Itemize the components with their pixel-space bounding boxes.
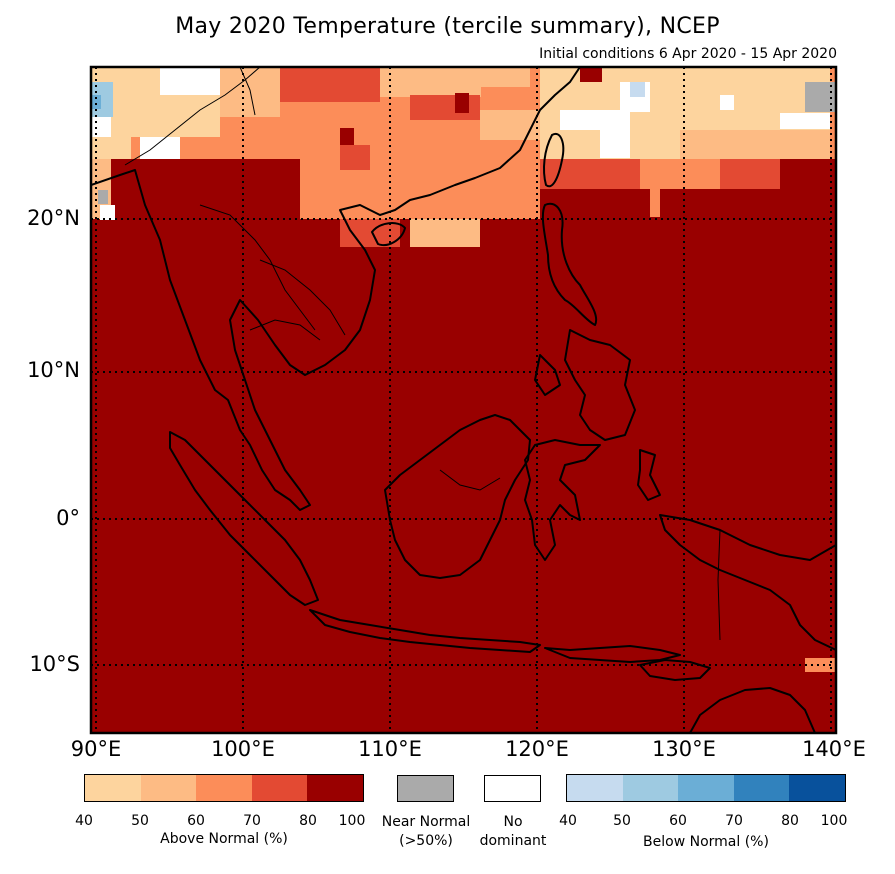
below-tick: 40 — [559, 813, 577, 829]
lat-label-10s: 10°S — [29, 652, 80, 676]
near-normal-caption-line2: (>50%) — [399, 833, 453, 849]
lon-label-120e: 120°E — [505, 737, 569, 761]
no-dominant-caption: No dominant — [470, 813, 556, 851]
below-normal-colorbar — [566, 774, 846, 802]
lon-label-140e: 140°E — [802, 737, 866, 761]
below-tick: 60 — [669, 813, 687, 829]
below-normal-swatch-0 — [567, 775, 623, 801]
no-dominant-caption-line2: dominant — [479, 833, 547, 849]
no-dominant-swatch — [484, 775, 541, 802]
above-tick: 80 — [299, 813, 317, 829]
above-normal-caption: Above Normal (%) — [160, 831, 288, 847]
lon-label-100e: 100°E — [211, 737, 275, 761]
above-tick: 40 — [75, 813, 93, 829]
near-normal-caption: Near Normal (>50%) — [372, 813, 480, 851]
map-title: May 2020 Temperature (tercile summary), … — [175, 14, 720, 39]
above-normal-colorbar — [84, 774, 364, 802]
lat-label-20n: 20°N — [27, 206, 80, 230]
map-subtitle: Initial conditions 6 Apr 2020 - 15 Apr 2… — [539, 46, 837, 62]
above-normal-swatch-3 — [251, 775, 308, 801]
below-tick: 50 — [613, 813, 631, 829]
above-normal-cells — [91, 67, 836, 672]
below-normal-swatch-3 — [733, 775, 790, 801]
above-tick: 70 — [243, 813, 261, 829]
lat-label-10n: 10°N — [27, 358, 80, 382]
below-tick: 80 — [781, 813, 799, 829]
lon-label-110e: 110°E — [358, 737, 422, 761]
near-normal-swatch — [397, 775, 454, 802]
map-frame — [89, 65, 838, 735]
above-tick: 50 — [131, 813, 149, 829]
lon-label-90e: 90°E — [70, 737, 122, 761]
coastlines — [91, 67, 836, 733]
below-normal-caption: Below Normal (%) — [643, 834, 769, 850]
above-normal-swatch-2 — [196, 775, 252, 801]
above-normal-swatch-0 — [85, 775, 141, 801]
below-normal-swatch-1 — [622, 775, 679, 801]
below-tick: 70 — [725, 813, 743, 829]
near-normal-caption-line1: Near Normal — [381, 814, 471, 830]
below-tick: 100 — [820, 813, 848, 829]
lat-label-0: 0° — [56, 506, 80, 530]
above-tick: 100 — [338, 813, 366, 829]
above-normal-swatch-1 — [140, 775, 197, 801]
below-normal-swatch-2 — [678, 775, 734, 801]
below-normal-swatch-4 — [789, 775, 845, 801]
country-borders — [124, 67, 721, 641]
above-tick: 60 — [187, 813, 205, 829]
above-normal-swatch-4 — [307, 775, 363, 801]
gridlines — [91, 67, 836, 733]
no-dominant-caption-line1: No — [503, 814, 523, 830]
lon-label-130e: 130°E — [652, 737, 716, 761]
